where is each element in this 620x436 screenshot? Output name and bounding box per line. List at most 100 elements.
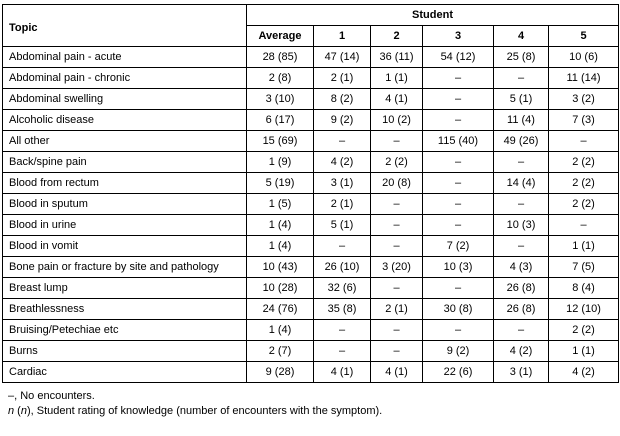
value-cell: 3 (1) <box>493 361 549 383</box>
table-row: Bone pain or fracture by site and pathol… <box>2 256 620 278</box>
table-row: Blood in urine 1 (4) 5 (1) – –10 (3) – <box>2 214 620 236</box>
table-row: Breathlessness 24 (76) 35 (8) 2 (1) 30 (8) 26… <box>2 298 620 320</box>
value-cell: 7 (2) <box>422 235 494 257</box>
topic-cell: Abdominal pain - chronic <box>2 67 247 89</box>
value-cell: 5 (19) <box>246 172 314 194</box>
table-header: Topic Student Average 1 2 3 4 5 <box>2 4 620 47</box>
value-cell: – <box>370 130 423 152</box>
value-cell: – <box>370 277 423 299</box>
table-row: Alcoholic disease 6 (17) 9 (2) 10 (2) –11 (4… <box>2 109 620 131</box>
value-cell: 36 (11) <box>370 46 423 68</box>
value-cell: 2 (8) <box>246 67 314 89</box>
value-cell: – <box>313 130 371 152</box>
topic-cell: Blood in sputum <box>2 193 247 215</box>
value-cell: 2 (2) <box>547 319 620 341</box>
value-cell: 1 (5) <box>246 193 314 215</box>
value-cell: – <box>313 319 371 341</box>
table-row: Breast lump 10 (28) 32 (6) – –26 (8) 8 (4) <box>2 277 620 299</box>
topic-cell: Alcoholic disease <box>2 109 247 131</box>
value-cell: 10 (43) <box>246 256 314 278</box>
value-cell: 7 (5) <box>547 256 620 278</box>
value-cell: 26 (8) <box>493 298 549 320</box>
value-cell: 10 (3) <box>422 256 494 278</box>
value-cell: 28 (85) <box>246 46 314 68</box>
value-cell: 32 (6) <box>313 277 371 299</box>
value-cell: – <box>493 193 549 215</box>
value-cell: 3 (20) <box>370 256 423 278</box>
value-cell: 9 (2) <box>313 109 371 131</box>
value-cell: 10 (6) <box>547 46 620 68</box>
table-row: Blood in sputum 1 (5) 2 (1) – – –2 (2) <box>2 193 620 215</box>
value-cell: 2 (7) <box>246 340 314 362</box>
value-cell: – <box>422 277 494 299</box>
value-cell: – <box>493 151 549 173</box>
topic-cell: Abdominal pain - acute <box>2 46 247 68</box>
value-cell: – <box>422 151 494 173</box>
value-cell: – <box>370 340 423 362</box>
value-cell: 115 (40) <box>422 130 494 152</box>
table-row: Blood in vomit 1 (4) – –7 (2) –1 (1) <box>2 235 620 257</box>
value-cell: – <box>422 319 494 341</box>
value-cell: 4 (1) <box>370 88 423 110</box>
value-cell: 25 (8) <box>493 46 549 68</box>
student-group-header: Student <box>245 4 620 26</box>
value-cell: – <box>313 340 371 362</box>
value-cell: 35 (8) <box>313 298 371 320</box>
value-cell: 1 (1) <box>547 340 620 362</box>
value-cell: – <box>370 319 423 341</box>
value-cell: 6 (17) <box>246 109 314 131</box>
table-row: Abdominal swelling 3 (10) 8 (2) 4 (1) –5 (1)… <box>2 88 620 110</box>
value-cell: 1 (4) <box>246 319 314 341</box>
topic-cell: Burns <box>2 340 247 362</box>
value-cell: 54 (12) <box>422 46 494 68</box>
value-cell: 1 (4) <box>246 235 314 257</box>
topic-cell: Blood in urine <box>2 214 247 236</box>
value-cell: 3 (1) <box>313 172 371 194</box>
value-cell: 2 (2) <box>370 151 423 173</box>
footnote-n-italic: n <box>8 405 15 417</box>
value-cell: 2 (1) <box>313 67 371 89</box>
footnotes: –, No encounters. n (n), Student rating … <box>2 389 620 419</box>
value-cell: – <box>370 235 423 257</box>
table-row: Abdominal pain - chronic 2 (8) 2 (1) 1 (1) –… <box>2 67 620 89</box>
value-cell: 9 (28) <box>246 361 314 383</box>
footnote-no-encounters: –, No encounters. <box>8 390 95 402</box>
value-cell: – <box>422 214 494 236</box>
topic-cell: Bone pain or fracture by site and pathol… <box>2 256 247 278</box>
value-cell: 2 (2) <box>547 193 620 215</box>
value-cell: 1 (1) <box>370 67 423 89</box>
table-row: Cardiac 9 (28) 4 (1) 4 (1) 22 (6) 3 (1) 4 (2) <box>2 361 620 383</box>
value-cell: – <box>493 235 549 257</box>
value-cell: – <box>547 130 620 152</box>
value-cell: 2 (1) <box>370 298 423 320</box>
value-cell: 7 (3) <box>547 109 620 131</box>
column-header-student-2: 2 <box>370 25 423 47</box>
value-cell: 10 (28) <box>246 277 314 299</box>
value-cell: 5 (1) <box>313 214 371 236</box>
column-header-student-4: 4 <box>493 25 549 47</box>
column-header-student-3: 3 <box>422 25 494 47</box>
value-cell: – <box>370 193 423 215</box>
value-cell: 12 (10) <box>547 298 620 320</box>
value-cell: 5 (1) <box>493 88 549 110</box>
table-body: Abdominal pain - acute 28 (85) 47 (14) 36 (… <box>2 46 620 383</box>
footnote-mid-text: ( <box>14 405 21 417</box>
value-cell: – <box>493 319 549 341</box>
value-cell: 22 (6) <box>422 361 494 383</box>
value-cell: – <box>493 67 549 89</box>
value-cell: 8 (4) <box>547 277 620 299</box>
value-cell: 30 (8) <box>422 298 494 320</box>
value-cell: 4 (2) <box>313 151 371 173</box>
value-cell: 4 (1) <box>313 361 371 383</box>
value-cell: 20 (8) <box>370 172 423 194</box>
value-cell: – <box>422 67 494 89</box>
topic-cell: Abdominal swelling <box>2 88 247 110</box>
header-row-group: Topic Student <box>2 4 620 47</box>
value-cell: 4 (1) <box>370 361 423 383</box>
column-header-student-1: 1 <box>313 25 371 47</box>
table-row: All other 15 (69) – –115 (40) 49 (26) – <box>2 130 620 152</box>
value-cell: 2 (2) <box>547 151 620 173</box>
topic-cell: Breast lump <box>2 277 247 299</box>
value-cell: 10 (3) <box>493 214 549 236</box>
